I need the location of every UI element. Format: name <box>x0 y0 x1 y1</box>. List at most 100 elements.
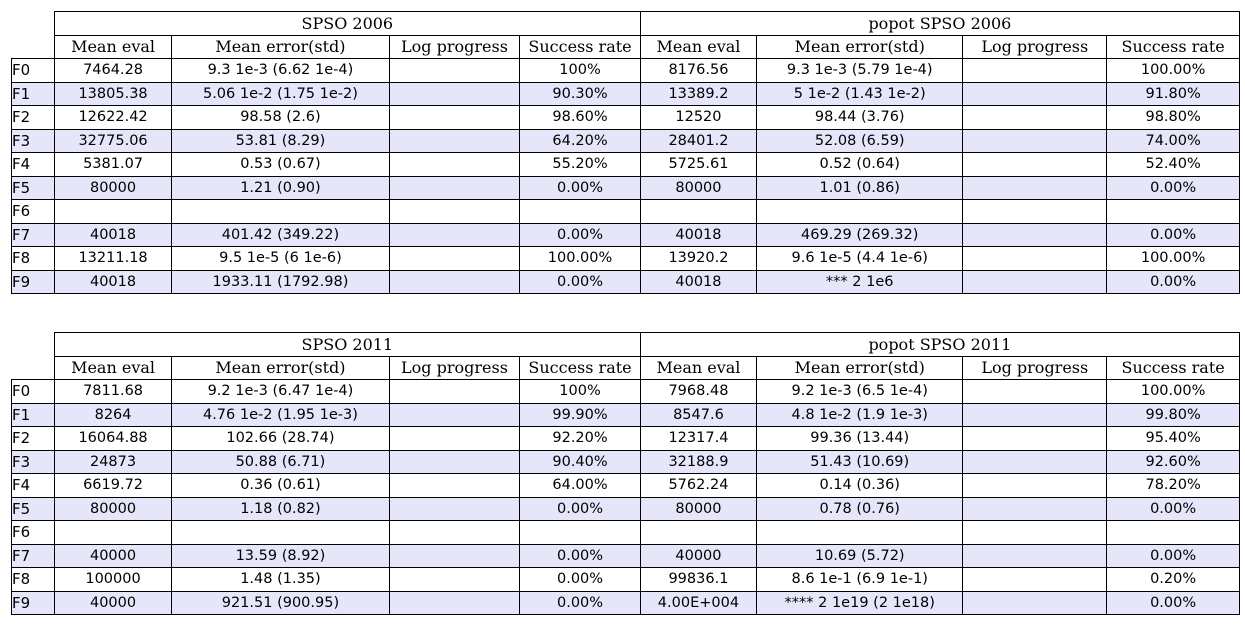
table-cell: 401.42 (349.22) <box>171 222 390 247</box>
column-header: Mean error(std) <box>171 355 390 380</box>
table-cell: 0.00% <box>1106 590 1240 615</box>
table-cell: 90.30% <box>519 81 641 106</box>
table-cell <box>388 199 521 224</box>
table-cell: 0.00% <box>519 567 641 592</box>
table-cell <box>962 81 1108 106</box>
table-cell: 64.20% <box>519 128 641 153</box>
table-cell: 80000 <box>639 496 758 521</box>
table-row: F2 12622.42 98.58 (2.6) 98.60% 12520 98.44 (3… <box>11 105 1240 130</box>
row-label: F7 <box>11 543 55 568</box>
table-cell: 55.20% <box>519 152 641 177</box>
table-cell: 9.6 1e-5 (4.4 1e-6) <box>756 246 964 271</box>
table-cell <box>388 543 521 568</box>
table-row: F7 40000 13.59 (8.92) 0.00% 40000 10.69 (5.72… <box>11 543 1240 568</box>
table-cell: 100000 <box>53 567 173 592</box>
table-cell: 0.00% <box>519 175 641 200</box>
table-cell: 80000 <box>639 175 758 200</box>
table-cell <box>388 175 521 200</box>
table-row: F2 16064.88 102.66 (28.74) 92.20% 12317.4 99.… <box>11 426 1240 451</box>
row-label: F2 <box>11 105 55 130</box>
table-cell: 12317.4 <box>639 426 758 451</box>
group-header: popot SPSO 2011 <box>639 332 1241 357</box>
results-table-spso-2011: SPSO 2011 popot SPSO 2011 Mean eval Mean er… <box>11 332 1241 615</box>
table-cell <box>171 520 390 545</box>
table-cell: 9.5 1e-5 (6 1e-6) <box>171 246 390 271</box>
table-cell: 10.69 (5.72) <box>756 543 964 568</box>
table-row: F3 24873 50.88 (6.71) 90.40% 32188.9 51.43 (1… <box>11 449 1240 474</box>
table-cell: 80000 <box>53 175 173 200</box>
table-cell: 40018 <box>639 269 758 294</box>
table-cell <box>53 520 173 545</box>
column-header: Log progress <box>388 34 521 59</box>
column-header: Log progress <box>962 355 1108 380</box>
table-cell <box>53 199 173 224</box>
table-cell <box>388 58 521 83</box>
column-header: Mean error(std) <box>756 34 964 59</box>
corner-blank <box>12 333 55 357</box>
table-cell: 4.76 1e-2 (1.95 1e-3) <box>171 402 390 427</box>
table-cell <box>388 473 521 498</box>
table-cell <box>388 496 521 521</box>
table-cell <box>388 128 521 153</box>
corner-blank <box>12 35 55 59</box>
table-cell: 92.60% <box>1106 449 1240 474</box>
table-cell: 40018 <box>639 222 758 247</box>
table-cell <box>962 590 1108 615</box>
table-cell: 40000 <box>639 543 758 568</box>
table-cell <box>388 81 521 106</box>
row-label: F7 <box>11 222 55 247</box>
table-cell: 52.40% <box>1106 152 1240 177</box>
table-row: F0 7464.28 9.3 1e-3 (6.62 1e-4) 100% 8176.56… <box>11 58 1240 83</box>
table-cell: 98.44 (3.76) <box>756 105 964 130</box>
group-header: popot SPSO 2006 <box>639 11 1241 36</box>
table-cell: 8.6 1e-1 (6.9 1e-1) <box>756 567 964 592</box>
table-row: F0 7811.68 9.2 1e-3 (6.47 1e-4) 100% 7968.48… <box>11 379 1240 404</box>
table-cell <box>962 175 1108 200</box>
table-cell: 8264 <box>53 402 173 427</box>
row-label: F4 <box>11 473 55 498</box>
table-cell: 9.3 1e-3 (6.62 1e-4) <box>171 58 390 83</box>
table-cell <box>962 246 1108 271</box>
results-table-spso-2006: SPSO 2006 popot SPSO 2006 Mean eval Mean er… <box>11 11 1241 294</box>
table-cell: 0.53 (0.67) <box>171 152 390 177</box>
column-header: Mean eval <box>639 355 758 380</box>
table-row: F7 40018 401.42 (349.22) 0.00% 40018 469.29 (… <box>11 222 1240 247</box>
table-cell: 0.00% <box>519 222 641 247</box>
table-cell: 13211.18 <box>53 246 173 271</box>
table-cell: **** 2 1e19 (2 1e18) <box>756 590 964 615</box>
table-cell <box>519 520 641 545</box>
table-cell <box>388 590 521 615</box>
row-label: F6 <box>11 520 55 545</box>
table-cell <box>962 105 1108 130</box>
table-cell <box>388 105 521 130</box>
column-header: Mean error(std) <box>171 34 390 59</box>
table-cell: 32775.06 <box>53 128 173 153</box>
table-cell: 0.00% <box>519 543 641 568</box>
table-cell: 0.00% <box>519 269 641 294</box>
table-cell: 40018 <box>53 269 173 294</box>
table-cell <box>388 449 521 474</box>
table-cell <box>756 199 964 224</box>
table-cell <box>388 222 521 247</box>
table-cell <box>962 543 1108 568</box>
table-cell <box>171 199 390 224</box>
table-cell: 24873 <box>53 449 173 474</box>
row-label: F5 <box>11 496 55 521</box>
table-cell: 90.40% <box>519 449 641 474</box>
table-cell: 99.90% <box>519 402 641 427</box>
table-cell <box>388 152 521 177</box>
table-cell: 92.20% <box>519 426 641 451</box>
table-cell: 0.14 (0.36) <box>756 473 964 498</box>
table-cell: 99836.1 <box>639 567 758 592</box>
table-cell: 0.78 (0.76) <box>756 496 964 521</box>
table-cell: 5762.24 <box>639 473 758 498</box>
row-label: F2 <box>11 426 55 451</box>
table-cell <box>962 426 1108 451</box>
table-cell <box>962 222 1108 247</box>
table-row: F6 <box>11 199 1240 224</box>
table-cell: 0.00% <box>519 496 641 521</box>
table-cell: 100.00% <box>1106 58 1240 83</box>
column-header: Success rate <box>1106 355 1240 380</box>
table-cell <box>519 199 641 224</box>
group-header-row: SPSO 2011 popot SPSO 2011 <box>12 332 1241 357</box>
